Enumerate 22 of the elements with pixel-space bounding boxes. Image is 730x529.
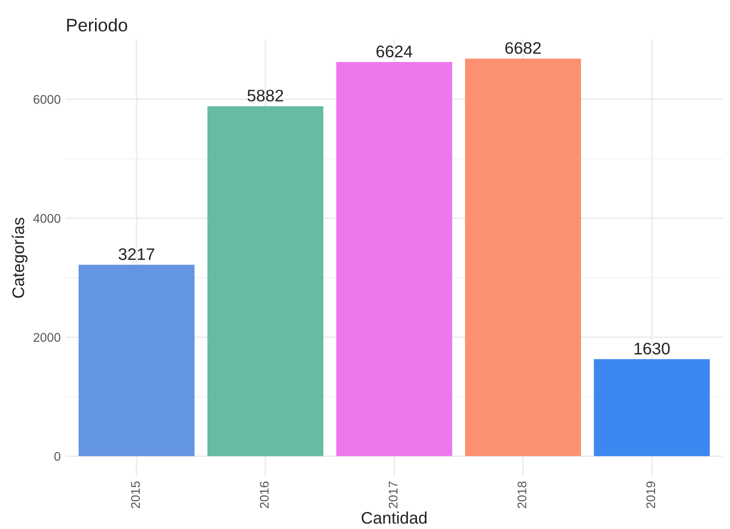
data-label: 6624 [376,46,412,58]
x-tick-label: 2015 [131,481,140,508]
bar [78,264,195,456]
bar [594,359,710,456]
bar [207,106,324,456]
bar [465,58,581,456]
y-tick-label: 6000 [34,94,60,104]
data-label: 6682 [505,42,541,54]
y-tick-label: 0 [54,452,60,461]
data-label: 3217 [118,248,154,260]
y-tick-label: 4000 [33,214,60,223]
bar [336,62,452,456]
x-tick-label: 2016 [260,482,269,508]
x-axis-title: Cantidad [362,512,426,524]
y-axis-title: Categorías [12,218,28,298]
chart-title: Periodo [67,18,128,32]
x-tick-label: 2018 [518,482,526,508]
y-tick-label: 2000 [34,332,60,342]
x-tick-label: 2017 [388,482,398,508]
x-tick-label: 2019 [646,482,656,508]
data-label: 5882 [248,90,284,102]
data-label: 1630 [634,342,670,354]
